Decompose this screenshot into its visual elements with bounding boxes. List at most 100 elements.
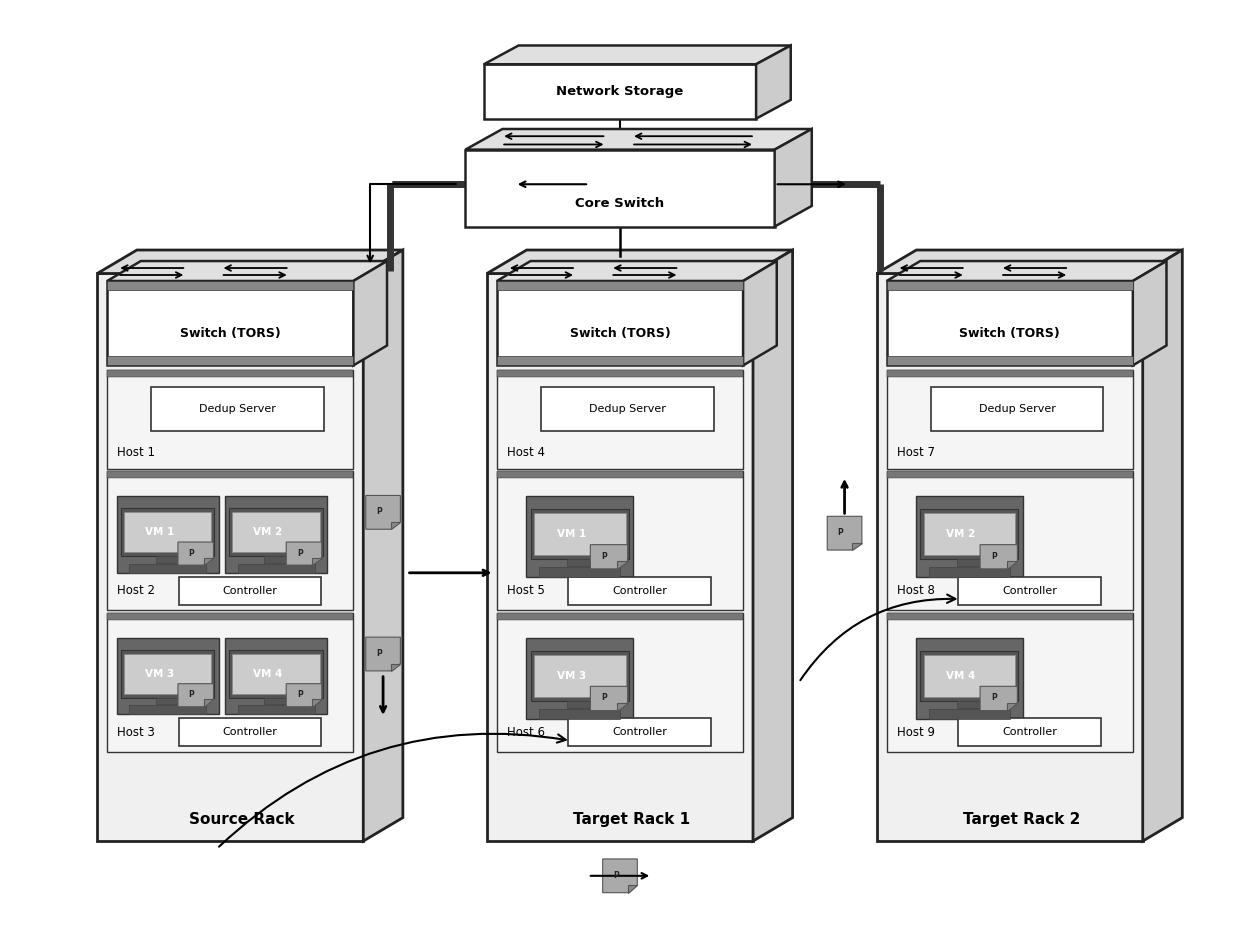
Polygon shape xyxy=(924,655,1016,697)
Text: P: P xyxy=(376,507,382,517)
Polygon shape xyxy=(179,684,213,707)
Text: Dedup Server: Dedup Server xyxy=(589,404,666,414)
Text: Controller: Controller xyxy=(222,585,278,596)
Polygon shape xyxy=(956,701,982,709)
Polygon shape xyxy=(107,281,353,365)
Text: P: P xyxy=(296,691,303,699)
Text: Core Switch: Core Switch xyxy=(575,197,665,210)
FancyBboxPatch shape xyxy=(959,577,1101,605)
Polygon shape xyxy=(1133,261,1167,365)
Text: Controller: Controller xyxy=(613,585,667,596)
Polygon shape xyxy=(122,650,215,697)
Polygon shape xyxy=(107,356,353,365)
Polygon shape xyxy=(980,686,1017,710)
Polygon shape xyxy=(484,64,756,119)
Polygon shape xyxy=(238,705,315,714)
Text: VM 4: VM 4 xyxy=(253,669,283,678)
Polygon shape xyxy=(232,512,320,552)
FancyBboxPatch shape xyxy=(541,387,713,431)
FancyBboxPatch shape xyxy=(179,718,321,746)
Text: Controller: Controller xyxy=(1002,727,1056,737)
Polygon shape xyxy=(107,370,353,376)
FancyArrowPatch shape xyxy=(219,734,565,847)
Polygon shape xyxy=(363,250,403,841)
FancyBboxPatch shape xyxy=(151,387,324,431)
Polygon shape xyxy=(603,859,637,893)
Text: P: P xyxy=(613,870,619,880)
Text: Host 8: Host 8 xyxy=(897,584,935,598)
Text: P: P xyxy=(296,549,303,558)
Polygon shape xyxy=(232,654,320,694)
Text: Host 2: Host 2 xyxy=(117,584,155,598)
Polygon shape xyxy=(916,638,1023,719)
Polygon shape xyxy=(929,709,1009,719)
Polygon shape xyxy=(916,496,1023,577)
Polygon shape xyxy=(590,545,627,569)
Polygon shape xyxy=(107,281,353,291)
Polygon shape xyxy=(286,684,321,707)
Text: P: P xyxy=(991,551,997,561)
FancyBboxPatch shape xyxy=(179,577,321,605)
Polygon shape xyxy=(775,129,812,227)
Polygon shape xyxy=(497,614,743,752)
Text: Controller: Controller xyxy=(222,727,278,737)
Polygon shape xyxy=(107,614,353,752)
Polygon shape xyxy=(956,559,982,566)
FancyBboxPatch shape xyxy=(568,577,711,605)
Polygon shape xyxy=(156,697,180,705)
Polygon shape xyxy=(286,542,321,566)
FancyBboxPatch shape xyxy=(568,718,711,746)
Polygon shape xyxy=(567,701,593,709)
Text: Switch (TORS): Switch (TORS) xyxy=(180,327,280,340)
Polygon shape xyxy=(497,471,743,478)
Polygon shape xyxy=(753,250,792,841)
Text: P: P xyxy=(991,694,997,703)
Polygon shape xyxy=(391,663,401,671)
Polygon shape xyxy=(527,638,632,719)
Polygon shape xyxy=(887,356,1133,365)
Text: Controller: Controller xyxy=(613,727,667,737)
Text: Host 5: Host 5 xyxy=(507,584,544,598)
Polygon shape xyxy=(534,513,625,555)
Text: Switch (TORS): Switch (TORS) xyxy=(960,327,1060,340)
Text: Host 7: Host 7 xyxy=(897,446,935,459)
Text: Host 4: Host 4 xyxy=(507,446,544,459)
Polygon shape xyxy=(497,356,743,365)
Polygon shape xyxy=(887,370,1133,469)
Text: P: P xyxy=(837,528,843,537)
Polygon shape xyxy=(743,261,776,365)
Polygon shape xyxy=(497,370,743,469)
Polygon shape xyxy=(534,655,625,697)
Text: VM 2: VM 2 xyxy=(253,527,283,537)
Text: VM 2: VM 2 xyxy=(946,529,976,539)
Polygon shape xyxy=(1007,561,1017,569)
Polygon shape xyxy=(366,496,401,529)
Polygon shape xyxy=(531,651,629,701)
Polygon shape xyxy=(618,703,627,710)
Polygon shape xyxy=(756,45,791,119)
Polygon shape xyxy=(366,637,401,671)
Polygon shape xyxy=(353,261,387,365)
FancyBboxPatch shape xyxy=(931,387,1104,431)
Text: Host 1: Host 1 xyxy=(117,446,155,459)
Polygon shape xyxy=(311,699,321,707)
Text: VM 3: VM 3 xyxy=(557,671,585,681)
Polygon shape xyxy=(179,542,213,566)
Polygon shape xyxy=(117,496,218,573)
Polygon shape xyxy=(226,638,327,714)
Text: Host 9: Host 9 xyxy=(897,726,935,739)
Polygon shape xyxy=(122,508,215,556)
Polygon shape xyxy=(107,471,353,611)
Polygon shape xyxy=(1143,250,1182,841)
Polygon shape xyxy=(124,512,211,552)
Polygon shape xyxy=(920,651,1018,701)
Text: Dedup Server: Dedup Server xyxy=(200,404,277,414)
Polygon shape xyxy=(887,471,1133,611)
Text: VM 4: VM 4 xyxy=(946,671,976,681)
Text: P: P xyxy=(601,694,608,703)
Polygon shape xyxy=(487,250,792,274)
Polygon shape xyxy=(497,471,743,611)
Polygon shape xyxy=(539,567,620,577)
Polygon shape xyxy=(238,564,315,573)
Polygon shape xyxy=(1007,703,1017,710)
